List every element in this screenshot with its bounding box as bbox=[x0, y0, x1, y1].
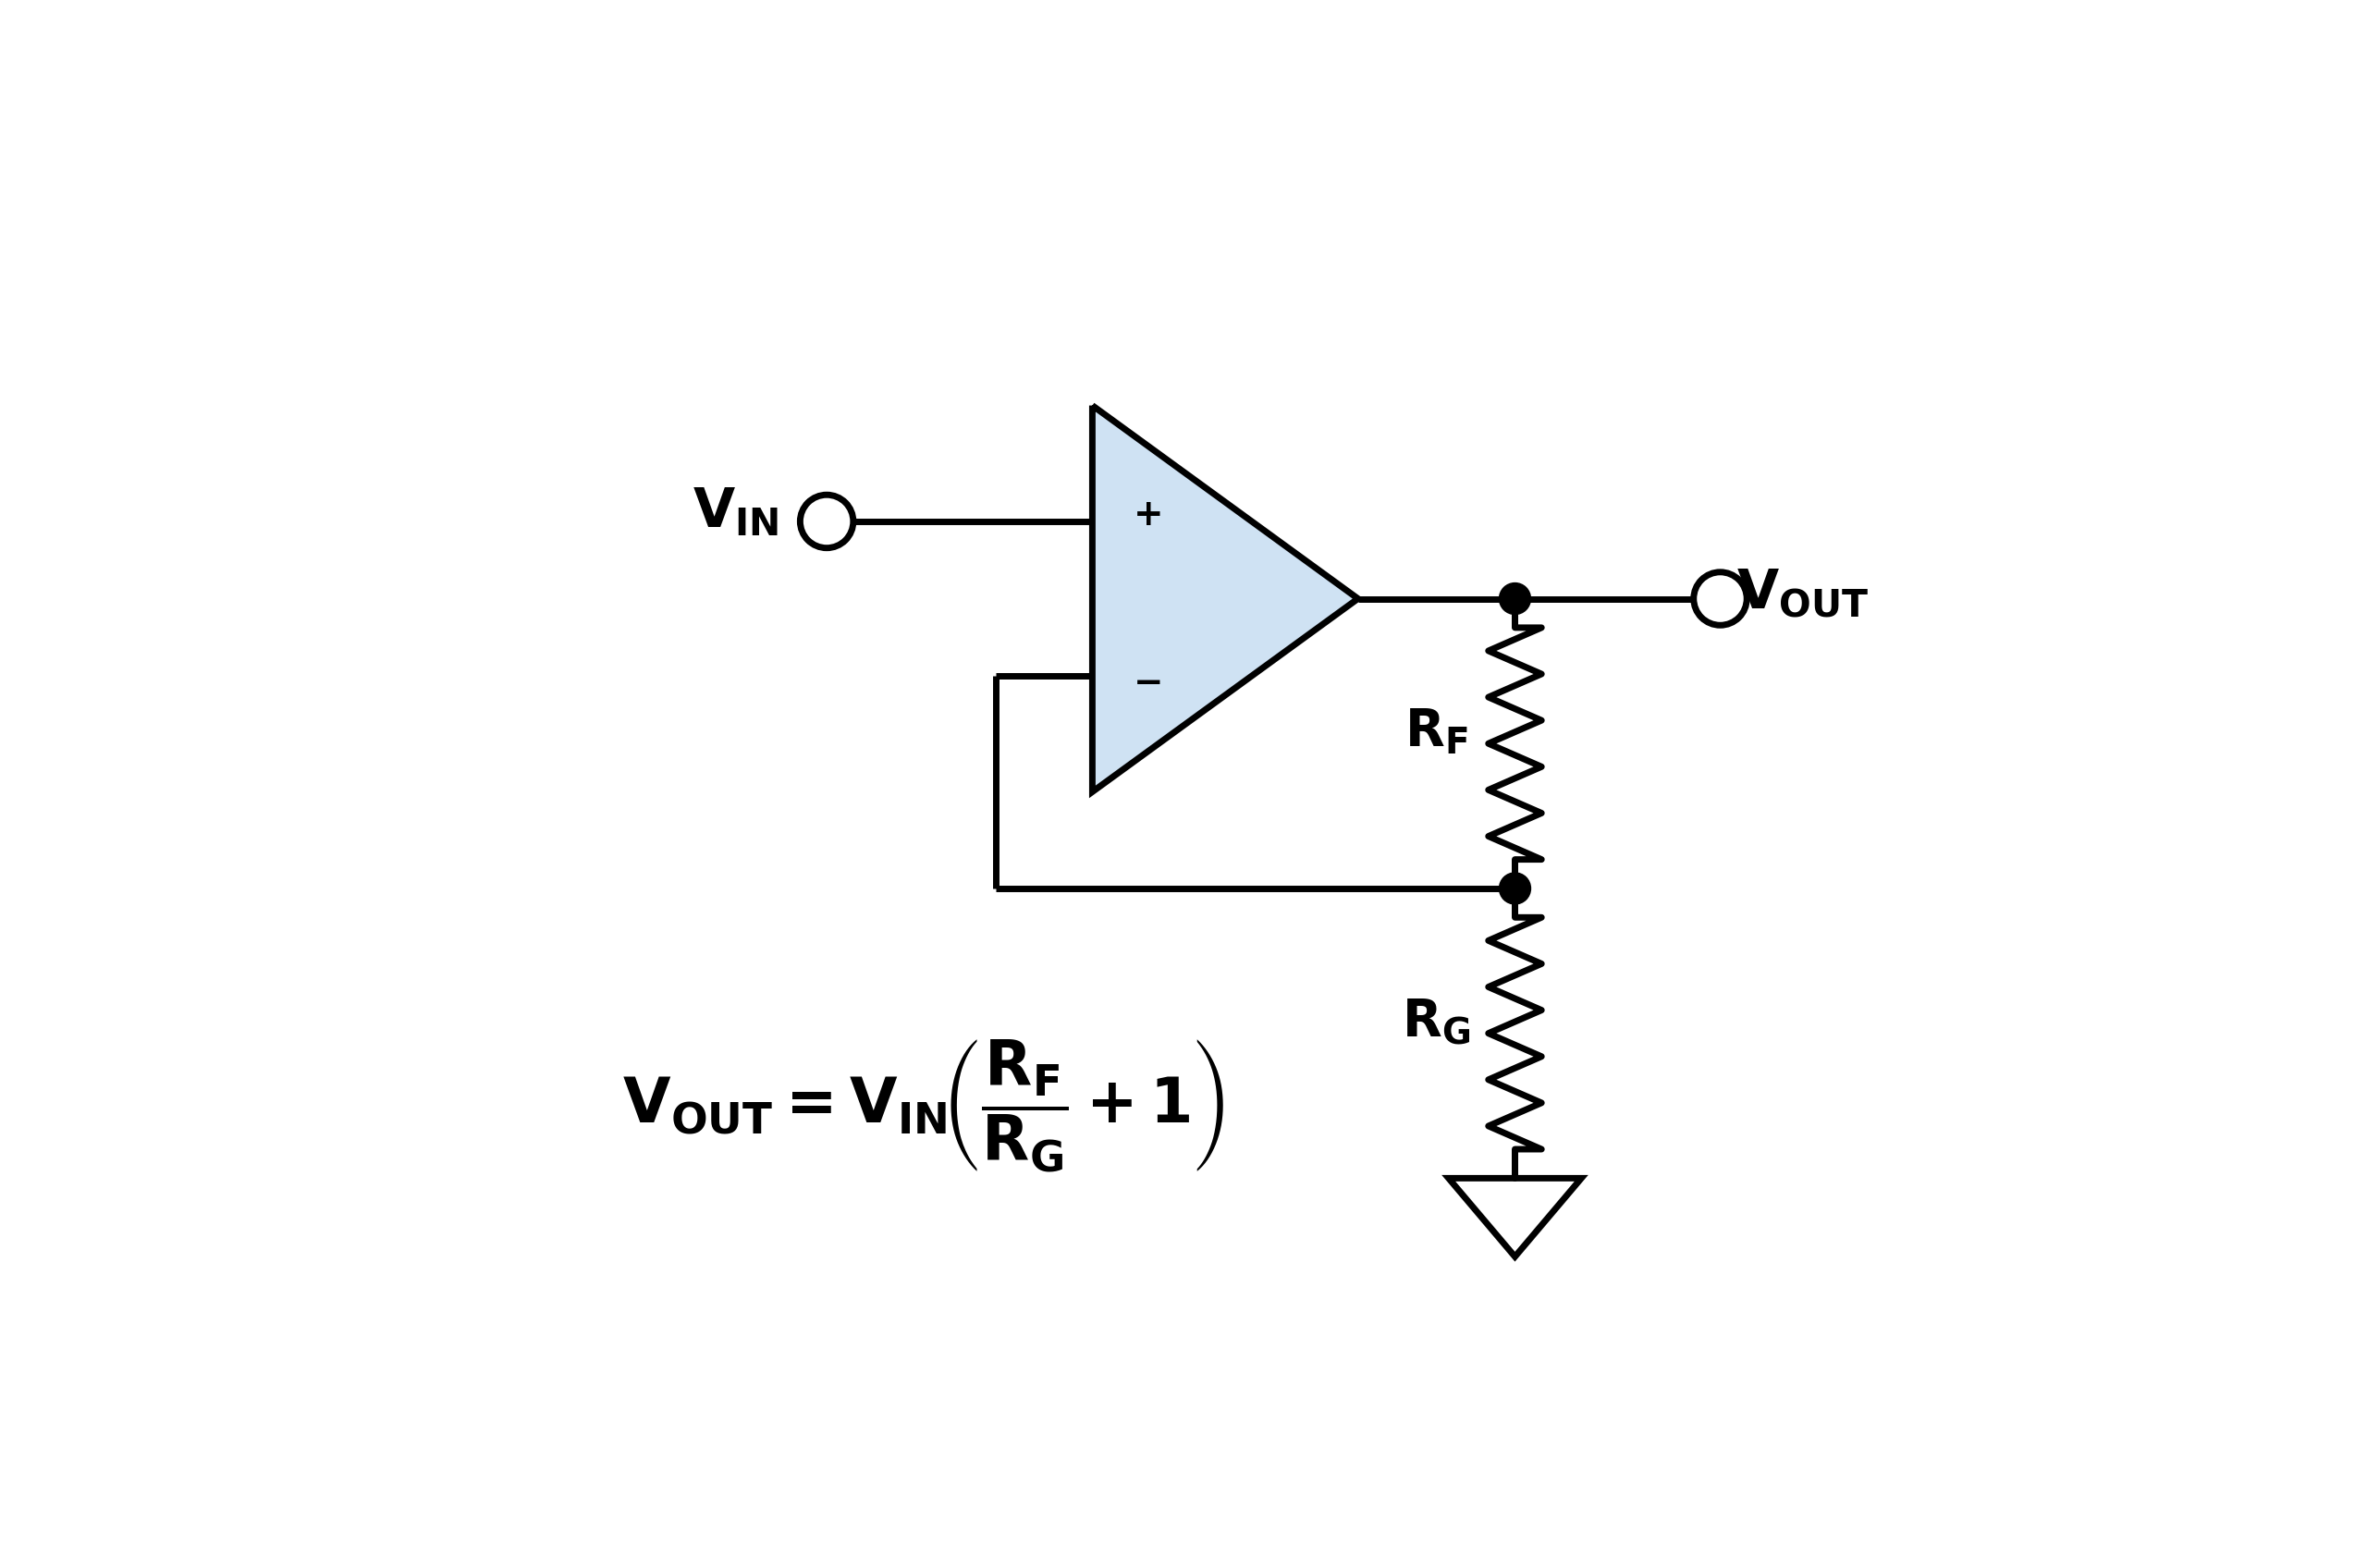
Text: $\mathbf{R_F}$: $\mathbf{R_F}$ bbox=[1404, 707, 1468, 756]
Polygon shape bbox=[1091, 406, 1359, 792]
Text: $\mathbf{R_G}$: $\mathbf{R_G}$ bbox=[1401, 996, 1470, 1046]
Text: $\mathbf{V}_{\mathbf{OUT}}$: $\mathbf{V}_{\mathbf{OUT}}$ bbox=[1735, 566, 1868, 619]
Text: $\mathbf{-}$: $\mathbf{-}$ bbox=[1131, 665, 1160, 699]
Circle shape bbox=[1498, 873, 1531, 905]
Circle shape bbox=[1498, 583, 1531, 615]
Text: $\mathbf{V_{OUT} = V_{IN}\!\left(\dfrac{R_F}{R_G} + 1\right)}$: $\mathbf{V_{OUT} = V_{IN}\!\left(\dfrac{… bbox=[623, 1038, 1224, 1174]
Text: $\mathbf{+}$: $\mathbf{+}$ bbox=[1131, 497, 1160, 533]
Text: $\mathbf{V}_{\mathbf{IN}}$: $\mathbf{V}_{\mathbf{IN}}$ bbox=[694, 486, 779, 538]
